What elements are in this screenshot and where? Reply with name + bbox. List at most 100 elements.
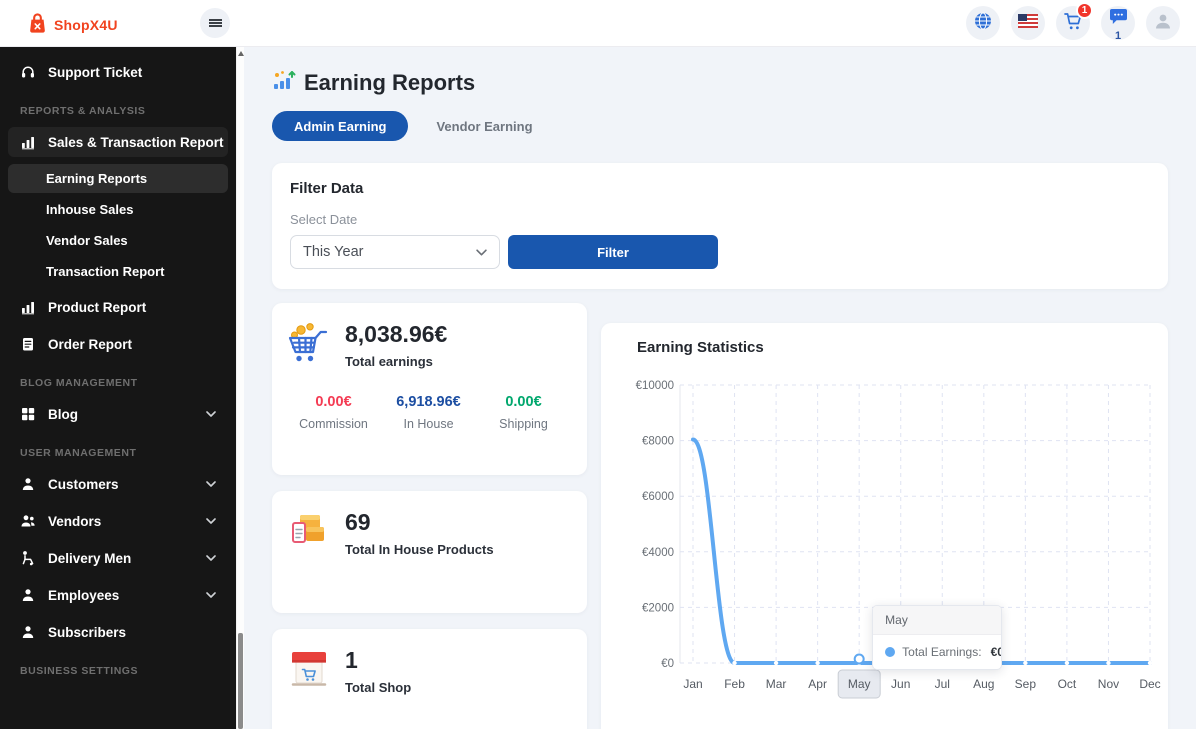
total-shop-label: Total Shop [345, 680, 411, 695]
top-header: ShopX4U [0, 0, 1196, 47]
sidebar-item-label: Vendors [48, 514, 194, 529]
svg-text:€2000: €2000 [642, 602, 674, 614]
scroll-up-arrow-icon[interactable] [238, 51, 244, 56]
sidebar-item-sales-transaction-report[interactable]: Sales & Transaction Report [8, 127, 228, 157]
bar-chart-icon [20, 134, 36, 150]
country-flag-button[interactable] [1011, 6, 1045, 40]
sidebar-section-reports-analysis: REPORTS & ANALYSIS [20, 105, 216, 117]
earnings-breakdown: 0.00€ Commission 6,918.96€ In House 0.00… [286, 394, 571, 431]
total-products-card: 69 Total In House Products [272, 491, 587, 613]
total-shop-card: 1 Total Shop [272, 629, 587, 729]
earnings-chart-icon [272, 69, 296, 96]
total-earnings-label: Total earnings [345, 354, 447, 369]
user-icon [20, 587, 36, 603]
delivery-icon [20, 550, 36, 566]
svg-text:€6000: €6000 [642, 491, 674, 503]
filter-button[interactable]: Filter [508, 235, 718, 269]
total-shop-value: 1 [345, 648, 411, 673]
sidebar-toggle-button[interactable] [200, 8, 230, 38]
total-products-value: 69 [345, 510, 494, 535]
date-range-select[interactable]: This Year [290, 235, 500, 269]
sidebar-subitem-earning-reports[interactable]: Earning Reports [8, 164, 228, 193]
sidebar-item-label: Order Report [48, 337, 216, 352]
shipping-label: Shipping [476, 417, 571, 431]
sidebar-item-label: Employees [48, 588, 194, 603]
sidebar-item-support-ticket[interactable]: Support Ticket [8, 57, 228, 87]
language-button[interactable] [966, 6, 1000, 40]
svg-text:Jul: Jul [935, 677, 950, 691]
earning-statistics-card: Earning Statistics €0 €2000 €4000 €6000 €800… [601, 323, 1168, 729]
chart-tooltip: May Total Earnings: €0 [872, 605, 1002, 670]
page-title: Earning Reports [304, 70, 475, 96]
svg-text:Sep: Sep [1015, 677, 1037, 691]
sidebar-scrollbar[interactable] [236, 47, 244, 729]
chat-bubble-icon [1109, 8, 1128, 30]
main-content: Earning Reports Admin Earning Vendor Ear… [244, 47, 1196, 729]
shop-icon [286, 648, 332, 695]
svg-text:Apr: Apr [808, 677, 827, 691]
messages-button[interactable]: 1 [1101, 6, 1135, 40]
svg-text:€10000: €10000 [636, 380, 674, 392]
sidebar-item-blog[interactable]: Blog [8, 399, 228, 429]
header-actions: 1 1 [966, 6, 1180, 40]
sidebar-item-vendors[interactable]: Vendors [8, 506, 228, 536]
svg-text:Nov: Nov [1098, 677, 1119, 691]
sidebar-section-user-management: USER MANAGEMENT [20, 447, 216, 459]
chevron-down-icon [476, 249, 487, 256]
grid-icon [20, 406, 36, 422]
sidebar-item-label: Subscribers [48, 625, 216, 640]
svg-text:Jan: Jan [683, 677, 702, 691]
svg-text:Jun: Jun [891, 677, 910, 691]
earning-tabs: Admin Earning Vendor Earning [272, 111, 1168, 141]
profile-button[interactable] [1146, 6, 1180, 40]
filter-title: Filter Data [290, 180, 1150, 197]
commission-label: Commission [286, 417, 381, 431]
chevron-down-icon [206, 592, 216, 598]
scrollbar-thumb[interactable] [238, 633, 243, 729]
sidebar-item-subscribers[interactable]: Subscribers [8, 617, 228, 647]
users-icon [20, 513, 36, 529]
globe-icon [973, 11, 993, 36]
tooltip-value: €0 [991, 645, 1003, 659]
commission-value: 0.00€ [286, 394, 381, 410]
svg-text:€4000: €4000 [642, 547, 674, 559]
cart-coins-icon [286, 322, 332, 369]
sidebar-subitem-transaction-report[interactable]: Transaction Report [8, 257, 228, 286]
svg-text:Mar: Mar [766, 677, 787, 691]
sidebar-section-blog-management: BLOG MANAGEMENT [20, 377, 216, 389]
messages-badge: 1 [1115, 31, 1121, 42]
chart-title: Earning Statistics [637, 339, 1168, 356]
in-house-value: 6,918.96€ [381, 394, 476, 410]
order-icon [20, 336, 36, 352]
sidebar-item-product-report[interactable]: Product Report [8, 292, 228, 322]
line-chart[interactable]: €0€2000€4000€6000€8000€10000JanFebMarApr… [601, 373, 1168, 713]
sidebar-subitem-inhouse-sales[interactable]: Inhouse Sales [8, 195, 228, 224]
tooltip-month: May [873, 606, 1001, 635]
sidebar-item-order-report[interactable]: Order Report [8, 329, 228, 359]
sidebar-section-business-settings: BUSINESS SETTINGS [20, 665, 216, 677]
hamburger-icon [209, 19, 222, 27]
svg-text:€0: €0 [661, 658, 674, 670]
svg-text:May: May [848, 677, 871, 691]
cart-button[interactable]: 1 [1056, 6, 1090, 40]
total-earnings-card: 8,038.96€ Total earnings 0.00€ Commissio… [272, 303, 587, 475]
svg-text:€8000: €8000 [642, 436, 674, 448]
sidebar-item-customers[interactable]: Customers [8, 469, 228, 499]
tab-admin-earning[interactable]: Admin Earning [272, 111, 408, 141]
filter-card: Filter Data Select Date This Year Filter [272, 163, 1168, 289]
sidebar-nav: Support Ticket REPORTS & ANALYSIS Sales & … [0, 47, 236, 729]
brand-name: ShopX4U [54, 17, 118, 33]
sidebar-item-delivery-men[interactable]: Delivery Men [8, 543, 228, 573]
in-house-label: In House [381, 417, 476, 431]
headset-icon [20, 64, 36, 80]
bar-chart-icon [20, 299, 36, 315]
brand-logo[interactable]: ShopX4U [28, 12, 118, 38]
svg-text:Dec: Dec [1139, 677, 1160, 691]
sidebar-item-label: Sales & Transaction Report [48, 135, 224, 150]
sidebar-item-label: Product Report [48, 300, 216, 315]
sidebar-item-label: Customers [48, 477, 194, 492]
sidebar-subitem-vendor-sales[interactable]: Vendor Sales [8, 226, 228, 255]
svg-text:Oct: Oct [1058, 677, 1077, 691]
tab-vendor-earning[interactable]: Vendor Earning [436, 119, 532, 134]
sidebar-item-employees[interactable]: Employees [8, 580, 228, 610]
